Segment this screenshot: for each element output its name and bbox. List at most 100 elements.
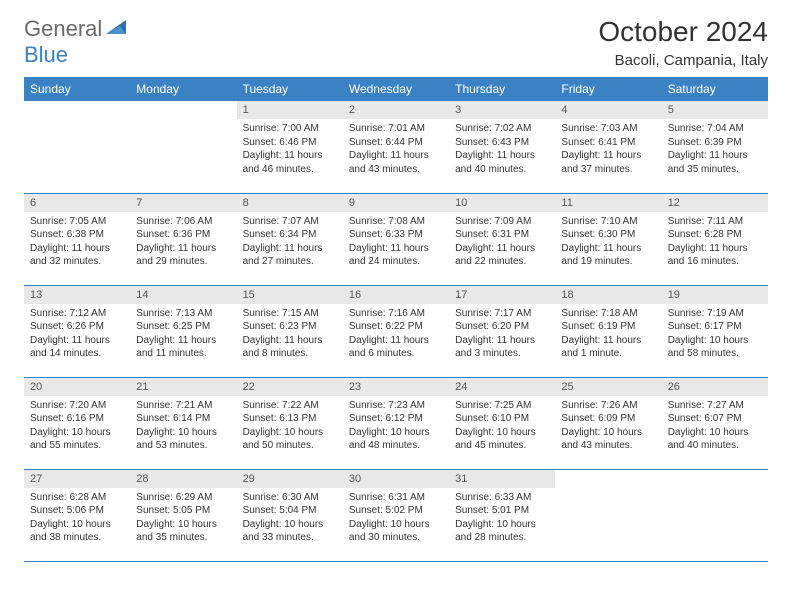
day-cell: 2Sunrise: 7:01 AMSunset: 6:44 PMDaylight… [343,101,449,193]
logo: General [24,16,132,42]
calendar-table: SundayMondayTuesdayWednesdayThursdayFrid… [24,77,768,562]
day-number: 8 [237,194,343,212]
day-number: 12 [662,194,768,212]
logo-triangle-icon [106,18,130,41]
day-cell: 19Sunrise: 7:19 AMSunset: 6:17 PMDayligh… [662,285,768,377]
day-content: Sunrise: 7:18 AMSunset: 6:19 PMDaylight:… [555,304,661,364]
title-block: October 2024 Bacoli, Campania, Italy [598,16,768,69]
empty-cell [555,469,661,561]
day-content: Sunrise: 7:08 AMSunset: 6:33 PMDaylight:… [343,212,449,272]
day-number: 31 [449,470,555,488]
day-cell: 1Sunrise: 7:00 AMSunset: 6:46 PMDaylight… [237,101,343,193]
day-number: 14 [130,286,236,304]
day-cell: 11Sunrise: 7:10 AMSunset: 6:30 PMDayligh… [555,193,661,285]
weekday-header: Tuesday [237,77,343,101]
day-content: Sunrise: 7:02 AMSunset: 6:43 PMDaylight:… [449,119,555,179]
empty-cell [662,469,768,561]
day-cell: 15Sunrise: 7:15 AMSunset: 6:23 PMDayligh… [237,285,343,377]
day-content: Sunrise: 6:29 AMSunset: 5:05 PMDaylight:… [130,488,236,548]
day-number: 11 [555,194,661,212]
day-number: 5 [662,101,768,119]
day-number: 20 [24,378,130,396]
logo-text-blue: Blue [24,42,68,67]
day-number: 24 [449,378,555,396]
day-content: Sunrise: 7:05 AMSunset: 6:38 PMDaylight:… [24,212,130,272]
day-cell: 7Sunrise: 7:06 AMSunset: 6:36 PMDaylight… [130,193,236,285]
day-content: Sunrise: 6:31 AMSunset: 5:02 PMDaylight:… [343,488,449,548]
day-cell: 6Sunrise: 7:05 AMSunset: 6:38 PMDaylight… [24,193,130,285]
day-cell: 10Sunrise: 7:09 AMSunset: 6:31 PMDayligh… [449,193,555,285]
day-content: Sunrise: 7:20 AMSunset: 6:16 PMDaylight:… [24,396,130,456]
day-cell: 21Sunrise: 7:21 AMSunset: 6:14 PMDayligh… [130,377,236,469]
day-cell: 31Sunrise: 6:33 AMSunset: 5:01 PMDayligh… [449,469,555,561]
day-content: Sunrise: 7:17 AMSunset: 6:20 PMDaylight:… [449,304,555,364]
day-cell: 16Sunrise: 7:16 AMSunset: 6:22 PMDayligh… [343,285,449,377]
logo-text-general: General [24,16,102,42]
day-content: Sunrise: 7:19 AMSunset: 6:17 PMDaylight:… [662,304,768,364]
day-content: Sunrise: 7:04 AMSunset: 6:39 PMDaylight:… [662,119,768,179]
day-content: Sunrise: 7:16 AMSunset: 6:22 PMDaylight:… [343,304,449,364]
day-number: 10 [449,194,555,212]
weekday-header: Sunday [24,77,130,101]
day-cell: 8Sunrise: 7:07 AMSunset: 6:34 PMDaylight… [237,193,343,285]
day-number: 21 [130,378,236,396]
day-number: 26 [662,378,768,396]
day-content: Sunrise: 7:25 AMSunset: 6:10 PMDaylight:… [449,396,555,456]
day-number: 27 [24,470,130,488]
calendar-body: 1Sunrise: 7:00 AMSunset: 6:46 PMDaylight… [24,101,768,561]
day-content: Sunrise: 7:09 AMSunset: 6:31 PMDaylight:… [449,212,555,272]
day-cell: 24Sunrise: 7:25 AMSunset: 6:10 PMDayligh… [449,377,555,469]
day-content: Sunrise: 6:33 AMSunset: 5:01 PMDaylight:… [449,488,555,548]
day-number: 15 [237,286,343,304]
day-number: 18 [555,286,661,304]
day-number: 23 [343,378,449,396]
day-content: Sunrise: 7:15 AMSunset: 6:23 PMDaylight:… [237,304,343,364]
day-cell: 14Sunrise: 7:13 AMSunset: 6:25 PMDayligh… [130,285,236,377]
day-cell: 12Sunrise: 7:11 AMSunset: 6:28 PMDayligh… [662,193,768,285]
day-content: Sunrise: 7:11 AMSunset: 6:28 PMDaylight:… [662,212,768,272]
day-content: Sunrise: 7:10 AMSunset: 6:30 PMDaylight:… [555,212,661,272]
calendar-header-row: SundayMondayTuesdayWednesdayThursdayFrid… [24,77,768,101]
day-cell: 13Sunrise: 7:12 AMSunset: 6:26 PMDayligh… [24,285,130,377]
day-content: Sunrise: 7:01 AMSunset: 6:44 PMDaylight:… [343,119,449,179]
day-cell: 23Sunrise: 7:23 AMSunset: 6:12 PMDayligh… [343,377,449,469]
header: General October 2024 Bacoli, Campania, I… [0,0,792,77]
day-number: 6 [24,194,130,212]
day-cell: 22Sunrise: 7:22 AMSunset: 6:13 PMDayligh… [237,377,343,469]
day-content: Sunrise: 7:00 AMSunset: 6:46 PMDaylight:… [237,119,343,179]
day-number: 25 [555,378,661,396]
day-number: 29 [237,470,343,488]
day-number: 1 [237,101,343,119]
day-number: 28 [130,470,236,488]
day-cell: 20Sunrise: 7:20 AMSunset: 6:16 PMDayligh… [24,377,130,469]
day-content: Sunrise: 7:13 AMSunset: 6:25 PMDaylight:… [130,304,236,364]
day-content: Sunrise: 7:22 AMSunset: 6:13 PMDaylight:… [237,396,343,456]
day-number: 4 [555,101,661,119]
day-number: 19 [662,286,768,304]
day-number: 9 [343,194,449,212]
day-cell: 4Sunrise: 7:03 AMSunset: 6:41 PMDaylight… [555,101,661,193]
day-number: 2 [343,101,449,119]
day-content: Sunrise: 7:12 AMSunset: 6:26 PMDaylight:… [24,304,130,364]
day-cell: 18Sunrise: 7:18 AMSunset: 6:19 PMDayligh… [555,285,661,377]
empty-cell [130,101,236,193]
day-content: Sunrise: 7:07 AMSunset: 6:34 PMDaylight:… [237,212,343,272]
day-content: Sunrise: 7:03 AMSunset: 6:41 PMDaylight:… [555,119,661,179]
day-cell: 30Sunrise: 6:31 AMSunset: 5:02 PMDayligh… [343,469,449,561]
logo-sub: Blue [24,42,68,68]
day-cell: 9Sunrise: 7:08 AMSunset: 6:33 PMDaylight… [343,193,449,285]
month-title: October 2024 [598,16,768,48]
weekday-header: Saturday [662,77,768,101]
weekday-header: Wednesday [343,77,449,101]
day-cell: 17Sunrise: 7:17 AMSunset: 6:20 PMDayligh… [449,285,555,377]
day-content: Sunrise: 7:26 AMSunset: 6:09 PMDaylight:… [555,396,661,456]
day-cell: 5Sunrise: 7:04 AMSunset: 6:39 PMDaylight… [662,101,768,193]
day-content: Sunrise: 7:06 AMSunset: 6:36 PMDaylight:… [130,212,236,272]
day-cell: 26Sunrise: 7:27 AMSunset: 6:07 PMDayligh… [662,377,768,469]
day-content: Sunrise: 7:21 AMSunset: 6:14 PMDaylight:… [130,396,236,456]
weekday-header: Monday [130,77,236,101]
day-number: 13 [24,286,130,304]
day-number: 7 [130,194,236,212]
day-number: 16 [343,286,449,304]
location: Bacoli, Campania, Italy [598,52,768,69]
